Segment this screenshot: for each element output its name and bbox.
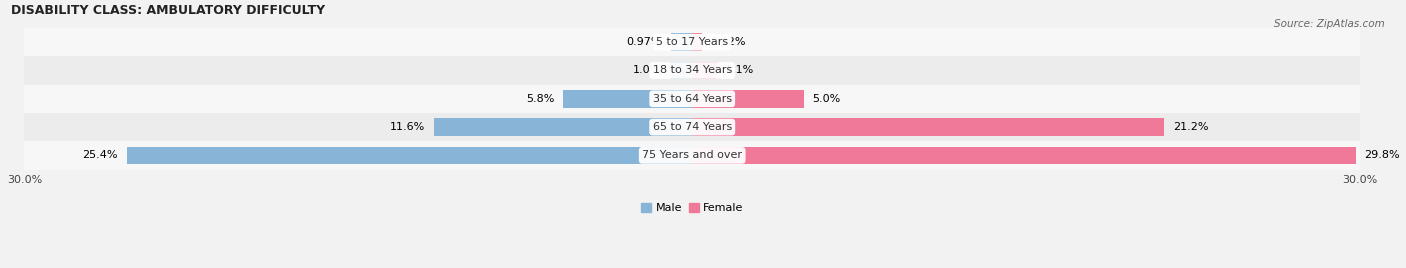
Text: 75 Years and over: 75 Years and over [643, 150, 742, 160]
Bar [692, 62, 717, 79]
Bar [692, 90, 803, 107]
Text: 0.97%: 0.97% [626, 37, 662, 47]
Text: DISABILITY CLASS: AMBULATORY DIFFICULTY: DISABILITY CLASS: AMBULATORY DIFFICULTY [11, 4, 325, 17]
Text: 1.0%: 1.0% [633, 65, 661, 76]
Bar [24, 85, 1360, 113]
Text: 18 to 34 Years: 18 to 34 Years [652, 65, 733, 76]
Text: 5.8%: 5.8% [526, 94, 554, 104]
Bar [671, 62, 692, 79]
Text: 5.0%: 5.0% [813, 94, 841, 104]
Text: 5 to 17 Years: 5 to 17 Years [657, 37, 728, 47]
Bar [24, 113, 1360, 141]
Bar [24, 141, 1360, 170]
Text: 35 to 64 Years: 35 to 64 Years [652, 94, 731, 104]
Bar [434, 118, 692, 136]
Bar [692, 118, 1164, 136]
Text: 29.8%: 29.8% [1364, 150, 1400, 160]
Bar [692, 34, 702, 51]
Bar [127, 147, 692, 164]
Text: 65 to 74 Years: 65 to 74 Years [652, 122, 733, 132]
Legend: Male, Female: Male, Female [637, 198, 748, 218]
Bar [671, 34, 692, 51]
Text: 11.6%: 11.6% [389, 122, 425, 132]
Text: 21.2%: 21.2% [1173, 122, 1209, 132]
Text: 0.42%: 0.42% [710, 37, 747, 47]
Text: Source: ZipAtlas.com: Source: ZipAtlas.com [1274, 19, 1385, 29]
Bar [24, 56, 1360, 85]
Bar [24, 28, 1360, 56]
Bar [564, 90, 692, 107]
Text: 1.1%: 1.1% [725, 65, 754, 76]
Text: 25.4%: 25.4% [83, 150, 118, 160]
Bar [692, 147, 1355, 164]
